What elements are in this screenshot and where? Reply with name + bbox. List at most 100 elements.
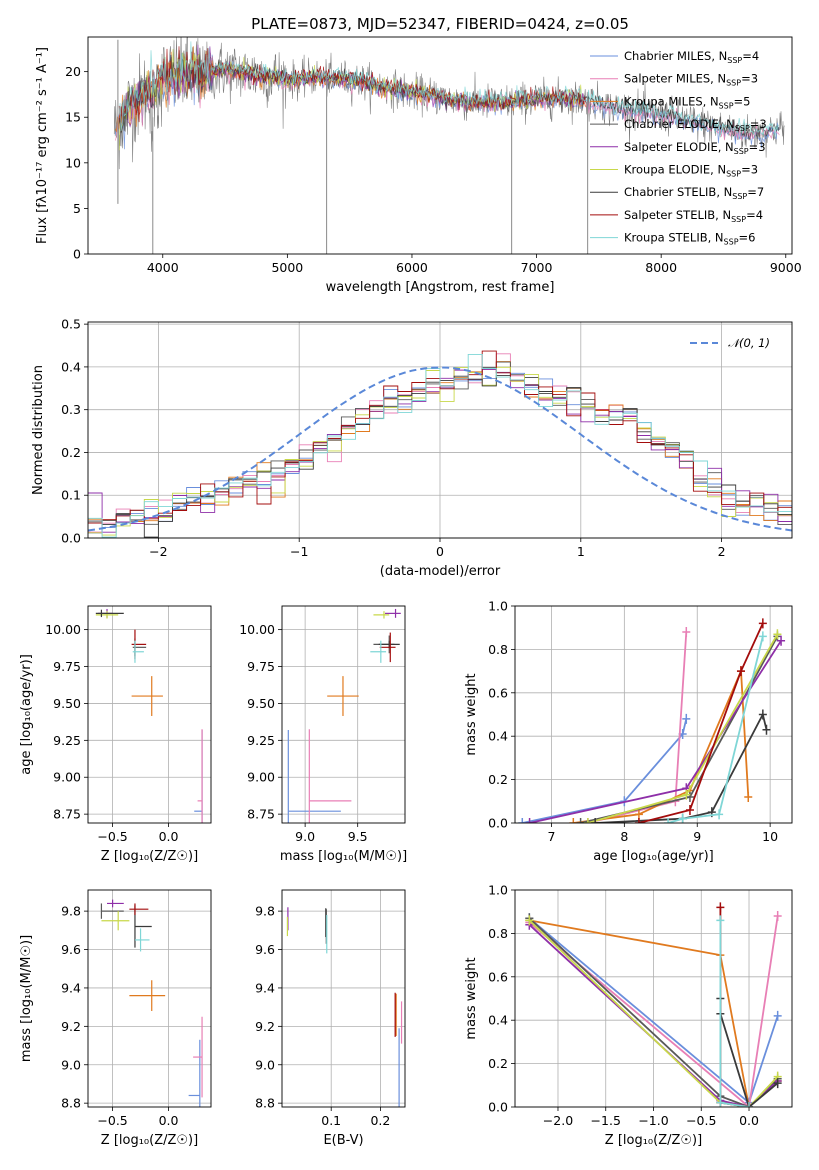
x-tick-label: 2 bbox=[718, 544, 726, 559]
y-tick-label: 8.8 bbox=[255, 1096, 275, 1111]
weight-marker-chabrier-miles bbox=[518, 818, 527, 823]
x-axis-label: (data-model)/error bbox=[380, 564, 501, 579]
x-tick-label: −1.5 bbox=[591, 1113, 621, 1128]
plot-area bbox=[525, 902, 782, 1107]
y-axis-label: mass [log₁₀(M/M☉)] bbox=[19, 935, 34, 1062]
model-spectrum-salpeter-stelib bbox=[118, 46, 587, 124]
y-tick-label: 9.6 bbox=[255, 942, 275, 957]
y-tick-label: 9.4 bbox=[61, 980, 81, 995]
weight-marker-salpeter-stelib bbox=[716, 902, 725, 913]
legend-suffix: =3 bbox=[741, 163, 758, 177]
legend-label-salpeter-elodie: Salpeter ELODIE, NSSP=3 bbox=[624, 140, 766, 156]
weight-marker-kroupa-miles bbox=[569, 818, 578, 823]
histogram-kroupa-elodie bbox=[88, 366, 792, 536]
y-tick-label: 0.6 bbox=[488, 969, 508, 984]
legend-label-normal: 𝒩(0, 1) bbox=[728, 336, 770, 350]
weight-marker-salpeter-stelib bbox=[736, 666, 745, 677]
y-tick-label: 15 bbox=[65, 110, 81, 125]
panel-spectrum: 4000 5000 6000 7000 8000 9000 0 5 10 15 20 waveleng… bbox=[35, 15, 802, 295]
normal-distribution-curve bbox=[88, 366, 792, 532]
x-tick-label: −0.5 bbox=[686, 1113, 716, 1128]
y-tick-label: 9.75 bbox=[247, 659, 275, 674]
legend-text: Kroupa MILES, N bbox=[624, 94, 719, 108]
weight-marker-chabrier-stelib bbox=[758, 709, 767, 720]
plot-area bbox=[518, 618, 786, 823]
plot-area bbox=[286, 907, 403, 1107]
y-tick-label: 9.25 bbox=[53, 733, 81, 748]
x-tick-label: 9000 bbox=[770, 260, 802, 275]
axes-frame bbox=[87, 889, 212, 1108]
legend-suffix: =3 bbox=[749, 140, 766, 154]
plot-area bbox=[113, 37, 785, 254]
x-tick-label: 0.0 bbox=[159, 829, 179, 844]
y-tick-label: 0.1 bbox=[61, 488, 81, 503]
y-tick-label: 9.4 bbox=[255, 980, 275, 995]
weight-line-salpeter-stelib bbox=[719, 907, 750, 1107]
x-axis-label: Z [log₁₀(Z/Z☉)] bbox=[101, 849, 198, 864]
panel-mass-vs-metallicity: −0.5 0.0 8.8 9.0 9.2 9.4 9.6 9.8 Z [log₁₀(Z/Z☉)]… bbox=[19, 889, 212, 1148]
legend-text: Kroupa ELODIE, N bbox=[624, 163, 726, 177]
legend-subscript: SSP bbox=[726, 79, 741, 88]
legend-subscript: SSP bbox=[731, 215, 746, 224]
legend-suffix: =3 bbox=[750, 117, 767, 131]
y-tick-label: 9.6 bbox=[61, 942, 81, 957]
legend-label-salpeter-miles: Salpeter MILES, NSSP=3 bbox=[624, 72, 758, 88]
x-axis-label: age [log₁₀(age/yr)] bbox=[593, 849, 714, 864]
legend-subscript: SSP bbox=[719, 101, 734, 110]
x-tick-label: −1.0 bbox=[638, 1113, 668, 1128]
y-tick-label: 9.8 bbox=[61, 904, 81, 919]
weight-line-chabrier-miles bbox=[522, 718, 688, 823]
y-tick-label: 9.50 bbox=[247, 696, 275, 711]
weight-line-kroupa-stelib bbox=[719, 920, 750, 1107]
y-tick-label: 0.0 bbox=[61, 531, 81, 546]
y-axis-label: Flux [fλ10⁻¹⁷ erg cm⁻² s⁻¹ A⁻¹] bbox=[35, 47, 50, 244]
histogram-chabrier-miles bbox=[88, 371, 792, 534]
weight-marker-kroupa-stelib bbox=[664, 818, 673, 823]
legend-label-salpeter-stelib: Salpeter STELIB, NSSP=4 bbox=[624, 208, 763, 224]
x-tick-label: 5000 bbox=[271, 260, 303, 275]
y-tick-label: 1.0 bbox=[488, 599, 508, 614]
panel-age-vs-mass: 9.0 9.5 8.75 9.00 9.25 9.50 9.75 10.00 mass [log… bbox=[239, 605, 407, 864]
weight-marker-kroupa-elodie bbox=[525, 915, 534, 926]
panel-mass-weight-vs-metallicity: −2.0 −1.5 −1.0 −0.5 0.0 0.0 0.2 0.4 0.6 0.8 1.0 Z [… bbox=[464, 883, 793, 1148]
x-tick-label: 10 bbox=[762, 829, 778, 844]
legend-label-kroupa-miles: Kroupa MILES, NSSP=5 bbox=[624, 94, 750, 110]
legend-suffix: =5 bbox=[734, 94, 751, 108]
x-axis-label: Z [log₁₀(Z/Z☉)] bbox=[605, 1133, 702, 1148]
weight-marker-chabrier-miles bbox=[773, 1010, 782, 1021]
x-tick-label: −0.5 bbox=[97, 1113, 127, 1128]
y-tick-label: 20 bbox=[65, 64, 81, 79]
weight-marker-kroupa-elodie bbox=[773, 629, 782, 640]
y-tick-label: 5 bbox=[73, 201, 81, 216]
y-tick-label: 8.75 bbox=[247, 807, 275, 822]
x-tick-label: 7000 bbox=[521, 260, 553, 275]
x-tick-label: −2.0 bbox=[543, 1113, 573, 1128]
x-axis-label: mass [log₁₀(M/M☉)] bbox=[280, 849, 407, 864]
histogram-salpeter-elodie bbox=[88, 368, 792, 533]
legend-suffix: =4 bbox=[742, 49, 759, 63]
axes-frame bbox=[281, 605, 406, 824]
y-tick-label: 9.00 bbox=[247, 770, 275, 785]
y-axis-label: age [log₁₀(age/yr)] bbox=[19, 654, 34, 775]
legend-subscript: SSP bbox=[734, 147, 749, 156]
y-tick-label: 0.2 bbox=[61, 445, 81, 460]
weight-marker-kroupa-stelib bbox=[716, 915, 725, 926]
legend-suffix: =4 bbox=[746, 208, 763, 222]
axes-frame bbox=[514, 605, 793, 824]
y-axis-label: Normed distribution bbox=[31, 365, 46, 495]
panel-mass-vs-extinction: 0.1 0.2 8.8 9.0 9.2 9.4 9.6 9.8 E(B-V) bbox=[255, 889, 406, 1148]
weight-marker-kroupa-miles bbox=[634, 809, 643, 820]
histogram-kroupa-stelib bbox=[88, 353, 792, 538]
plot-area bbox=[287, 608, 401, 823]
y-axis-label: mass weight bbox=[464, 957, 479, 1039]
y-tick-label: 10.00 bbox=[239, 622, 275, 637]
weight-marker-chabrier-stelib bbox=[762, 724, 771, 735]
legend-text: Salpeter ELODIE, N bbox=[624, 140, 734, 154]
legend-text: Salpeter MILES, N bbox=[624, 72, 726, 86]
weight-marker-salpeter-stelib bbox=[758, 618, 767, 629]
weight-marker-kroupa-stelib bbox=[678, 813, 687, 823]
y-tick-label: 9.0 bbox=[61, 1057, 81, 1072]
weight-marker-salpeter-stelib bbox=[634, 818, 643, 823]
x-tick-label: 0.0 bbox=[159, 1113, 179, 1128]
